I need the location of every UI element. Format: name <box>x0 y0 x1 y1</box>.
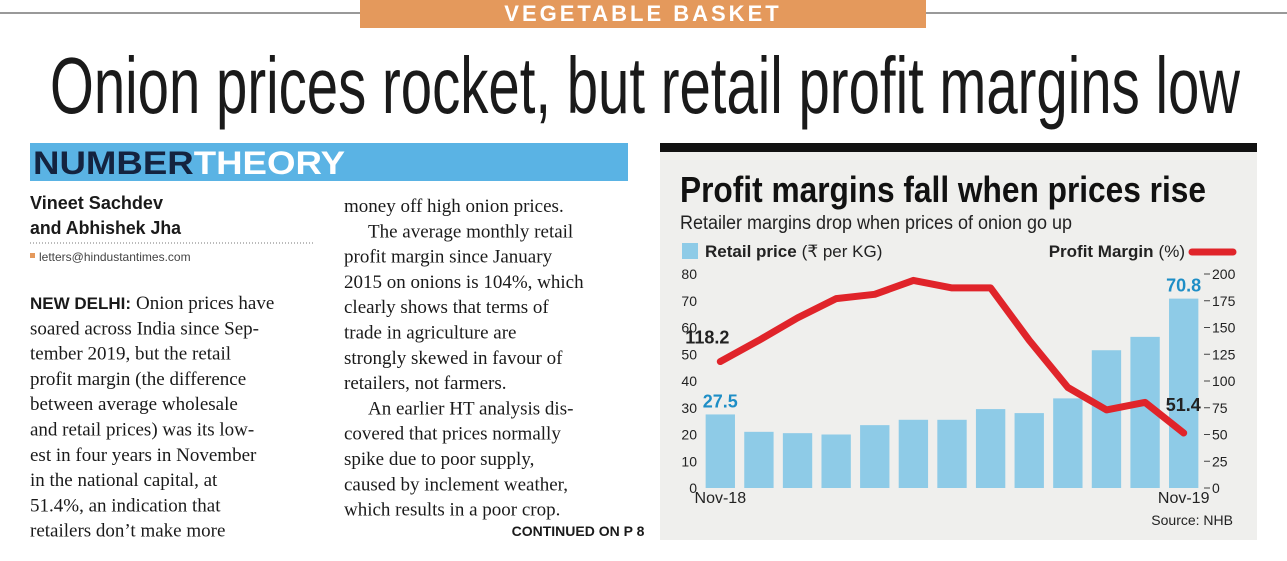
section-number: NUMBER <box>33 145 194 181</box>
y2-tick-label: 125 <box>1212 346 1236 362</box>
bar <box>782 433 813 488</box>
body-line: and retail prices) was its low- <box>30 420 254 441</box>
body-line: spike due to poor supply, <box>344 449 534 470</box>
body-text: Onion prices have <box>136 293 274 314</box>
bar <box>1091 350 1122 488</box>
body-line: est in four years in November <box>30 445 257 466</box>
legend-unit: (%) <box>1159 242 1185 261</box>
legend-entry: Profit Margin (%) <box>1049 242 1185 261</box>
body-line: covered that prices normally <box>344 424 561 445</box>
body-line: tember 2019, but the retail <box>30 344 231 365</box>
email: letters@hindustantimes.com <box>39 250 191 264</box>
data-label: 118.2 <box>685 328 729 348</box>
chart-top-bar <box>660 143 1257 152</box>
y-tick-label: 40 <box>681 373 697 389</box>
data-label: 70.8 <box>1166 276 1201 296</box>
headline: Onion prices rocket, but retail profit m… <box>50 41 1240 130</box>
y-tick-label: 10 <box>681 453 697 469</box>
y2-tick-label: 100 <box>1212 373 1236 389</box>
section-theory: THEORY <box>194 145 345 181</box>
y-tick-label: 60 <box>681 320 697 336</box>
bar <box>937 419 967 488</box>
body-line: money off high onion prices. <box>344 196 564 217</box>
legend-entry: Retail price (₹ per KG) <box>705 242 882 261</box>
chart-subtitle: Retailer margins drop when prices of oni… <box>680 213 1072 234</box>
x-tick-label: Nov-18 <box>695 490 747 507</box>
legend-swatch <box>682 243 698 259</box>
y-tick-label: 80 <box>681 266 697 282</box>
dateline: NEW DELHI: <box>30 294 131 313</box>
bar <box>860 425 890 488</box>
body-line: An earlier HT analysis dis- <box>368 398 573 419</box>
data-label: 27.5 <box>703 391 738 411</box>
x-tick-label: Nov-19 <box>1158 490 1210 507</box>
body-line: retailers, not farmers. <box>344 373 506 394</box>
author: and Abhishek Jha <box>30 218 182 238</box>
bullet <box>30 253 35 258</box>
banner: VEGETABLE BASKET <box>504 1 781 26</box>
y-tick-label: 50 <box>681 346 697 362</box>
body-line: in the national capital, at <box>30 470 218 491</box>
bar <box>898 419 929 488</box>
body-line: NEW DELHI: Onion prices have <box>30 293 274 314</box>
data-label: 51.4 <box>1166 395 1201 415</box>
body-line: caused by inclement weather, <box>344 474 568 495</box>
bar <box>821 434 851 488</box>
y-tick-label: 70 <box>681 293 697 309</box>
body-line: between average wholesale <box>30 394 238 415</box>
bar <box>744 431 774 488</box>
y2-tick-label: 75 <box>1212 400 1228 416</box>
bar <box>975 409 1006 488</box>
section-title: NUMBER THEORY <box>33 145 345 181</box>
legend-name: Retail price <box>705 242 797 261</box>
bar <box>705 414 735 488</box>
y2-tick-label: 175 <box>1212 293 1236 309</box>
body-line: retailers don’t make more <box>30 521 225 542</box>
author: Vineet Sachdev <box>30 193 163 213</box>
body-line: clearly shows that terms of <box>344 297 549 318</box>
bar <box>1169 298 1199 488</box>
legend-name: Profit Margin <box>1049 242 1154 261</box>
continued: CONTINUED ON P 8 <box>512 523 645 539</box>
y2-tick-label: 50 <box>1212 427 1228 443</box>
body-line: profit margin (the difference <box>30 369 246 390</box>
y-tick-label: 0 <box>689 480 697 496</box>
banner-box <box>360 0 926 28</box>
body-line: which results in a poor crop. <box>344 500 560 521</box>
body-line: profit margin since January <box>344 247 553 268</box>
bar <box>1053 398 1083 488</box>
bar <box>1014 413 1044 488</box>
body-line: 2015 on onions is 104%, which <box>344 272 584 293</box>
section-bar <box>30 143 628 181</box>
y2-tick-label: 25 <box>1212 453 1228 469</box>
line <box>716 276 1188 437</box>
body-line: The average monthly retail <box>368 221 573 242</box>
y2-tick-label: 150 <box>1212 320 1236 336</box>
chart-title: Profit margins fall when prices rise <box>680 169 1206 210</box>
y2-tick-label: 0 <box>1212 480 1220 496</box>
legend-unit: (₹ per KG) <box>802 242 883 261</box>
y-tick-label: 30 <box>681 400 697 416</box>
y-tick-label: 20 <box>681 427 697 443</box>
body-line: 51.4%, an indication that <box>30 495 221 516</box>
body-line: soared across India since Sep- <box>30 318 259 339</box>
body-line: trade in agriculture are <box>344 323 516 344</box>
body-line: strongly skewed in favour of <box>344 348 563 369</box>
source: Source: NHB <box>1151 512 1233 528</box>
y2-tick-label: 200 <box>1212 266 1236 282</box>
